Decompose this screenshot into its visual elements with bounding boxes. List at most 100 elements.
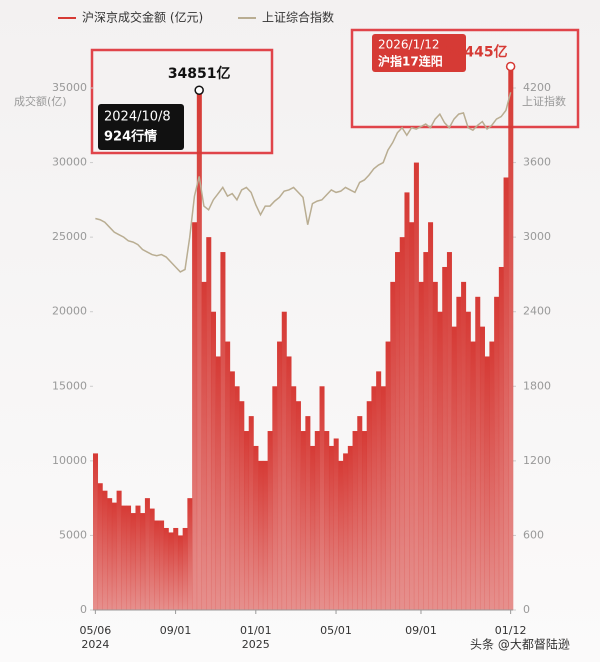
bar — [475, 296, 481, 610]
bar — [291, 386, 297, 610]
y2-tick-label: 1200 — [523, 454, 551, 467]
y2-tick-label: 3000 — [523, 230, 551, 243]
y2-tick-label: 600 — [523, 528, 544, 541]
bar — [395, 252, 401, 611]
bar — [140, 513, 146, 610]
annotation: 沪指17连阳 — [378, 54, 443, 69]
annotation-tag — [98, 104, 184, 150]
bar — [508, 66, 514, 611]
bar — [163, 527, 169, 610]
value-label: 34851亿 — [168, 65, 231, 82]
bar — [404, 192, 410, 610]
bar — [352, 431, 358, 610]
bar — [93, 453, 99, 610]
footer: 头条 @大都督陆逊 — [470, 637, 570, 652]
bar — [461, 281, 467, 610]
bar — [319, 386, 325, 610]
bar — [366, 401, 372, 610]
bar — [239, 401, 245, 610]
bar — [484, 356, 490, 610]
annotation: 2026/1/12 — [378, 38, 440, 52]
index-line — [95, 92, 512, 273]
bar — [121, 505, 127, 610]
bar — [111, 502, 117, 610]
bar — [409, 222, 415, 610]
highlight-box — [350, 28, 580, 129]
y-axis-title: 成交额(亿) — [14, 94, 67, 108]
bar — [253, 445, 259, 610]
bar — [244, 431, 250, 610]
y2-tick-label: 3600 — [523, 156, 551, 169]
bar — [220, 252, 226, 611]
annotation: 924行情 — [104, 129, 157, 145]
y-tick-label: 0 — [80, 603, 87, 616]
y-tick-label: 35000 — [52, 81, 87, 94]
bar — [423, 252, 429, 611]
y2-axis-title: 上证指数 — [522, 94, 566, 108]
x-tick-label: 09/01 — [405, 624, 437, 637]
bar — [262, 460, 268, 610]
bar — [338, 460, 344, 610]
y2-tick-label: 4200 — [523, 81, 551, 94]
bar — [437, 311, 443, 610]
bar — [97, 483, 103, 610]
bar — [479, 326, 485, 610]
bar — [498, 266, 504, 610]
annotation-tag — [372, 34, 466, 72]
bar — [432, 281, 438, 610]
bar — [376, 371, 382, 610]
y-tick-label: 10000 — [52, 454, 87, 467]
x-tick-label: 01/01 2025 — [239, 624, 272, 651]
bar — [343, 453, 349, 610]
bar — [225, 341, 231, 610]
bar — [390, 281, 396, 610]
bar — [494, 296, 500, 610]
bar — [102, 490, 108, 610]
x-tick-label: 05/06 2024 — [79, 624, 112, 651]
bar — [418, 281, 424, 610]
bar — [144, 498, 150, 610]
bar — [192, 222, 198, 610]
bar — [300, 431, 306, 610]
bar — [234, 386, 240, 610]
bar — [277, 341, 283, 610]
bar — [310, 445, 316, 610]
bar — [286, 356, 292, 610]
y-tick-label: 5000 — [59, 528, 87, 541]
legend-label: 沪深京成交金额 (亿元) — [82, 10, 203, 25]
bar — [168, 532, 174, 610]
bar — [489, 341, 495, 610]
bar — [229, 371, 235, 610]
bar — [357, 416, 363, 610]
bar — [428, 222, 434, 610]
annotation: 2024/10/8 — [104, 110, 171, 125]
bar — [159, 520, 165, 610]
bar — [371, 386, 377, 610]
bar — [267, 431, 273, 610]
y2-tick-label: 1800 — [523, 379, 551, 392]
bar — [442, 266, 448, 610]
bar — [215, 356, 221, 610]
bar — [201, 281, 207, 610]
bar — [361, 431, 368, 610]
highlight-box — [90, 48, 274, 155]
peak-dot — [505, 61, 516, 72]
bar — [248, 416, 254, 610]
bar — [187, 498, 193, 610]
y-tick-label: 20000 — [52, 305, 87, 318]
bar — [281, 311, 287, 610]
y-tick-label: 30000 — [52, 156, 87, 169]
bar — [470, 341, 476, 610]
x-tick-label: 09/01 — [159, 624, 192, 637]
bar — [154, 520, 160, 610]
bar — [380, 386, 386, 610]
peak-dot — [194, 85, 204, 95]
bar — [116, 490, 122, 610]
bar — [456, 296, 462, 610]
legend-label: 上证综合指数 — [262, 10, 334, 25]
bar — [149, 508, 155, 610]
bar — [503, 177, 509, 610]
bar — [126, 505, 132, 610]
bar — [130, 513, 136, 610]
bar — [135, 505, 141, 610]
